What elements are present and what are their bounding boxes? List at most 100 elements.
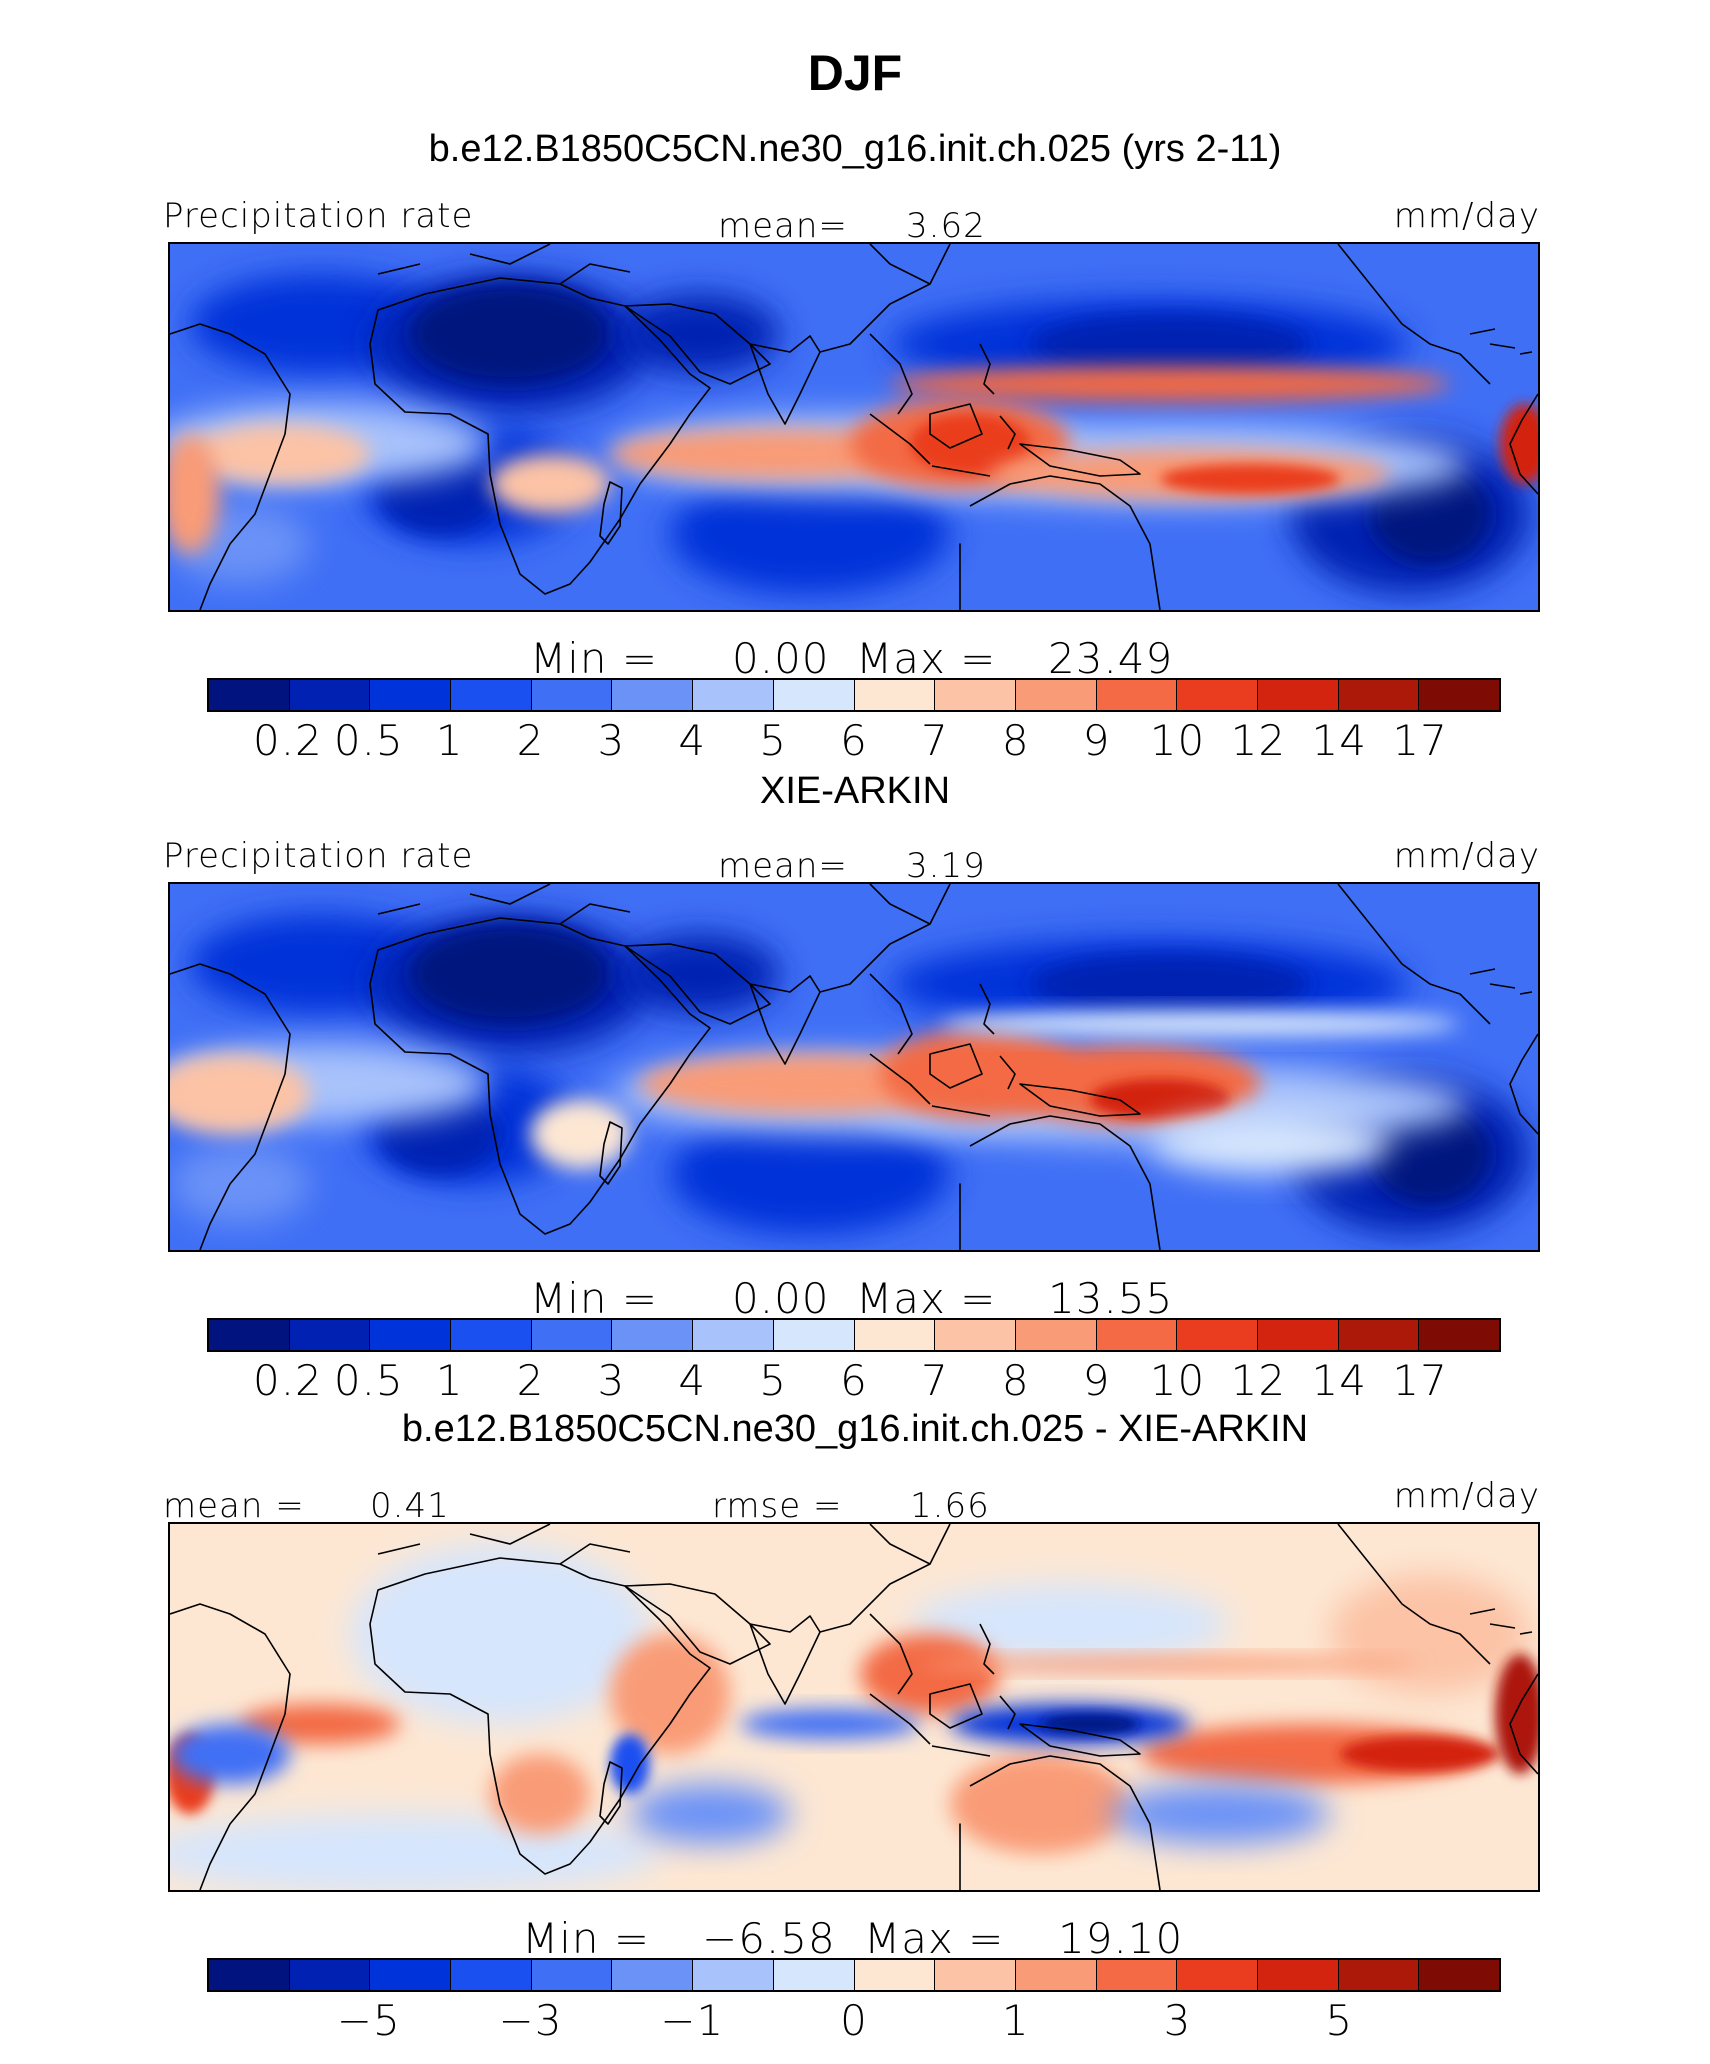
indian-dry-bias bbox=[740, 1709, 920, 1739]
panel1-min-value: 0.00 bbox=[732, 634, 830, 683]
panel1-title: b.e12.B1850C5CN.ne30_g16.init.ch.025 (yr… bbox=[428, 128, 1282, 170]
colorbar-swatch bbox=[370, 680, 452, 710]
coastlines bbox=[170, 1524, 1538, 1890]
colorbar-tick-label: 8 bbox=[1001, 1356, 1030, 1405]
panel2-mean-value: 3.19 bbox=[906, 846, 986, 886]
colorbar-tick-label: 9 bbox=[1082, 1356, 1111, 1405]
colorbar-tick-label: 0.2 bbox=[252, 716, 323, 765]
colorbar-swatch bbox=[1015, 1960, 1097, 1990]
colorbar-swatch bbox=[1338, 1320, 1420, 1350]
colorbar-tick-label: 14 bbox=[1311, 716, 1367, 765]
colorbar-swatch bbox=[935, 680, 1016, 710]
spcz-core bbox=[1160, 464, 1340, 494]
colorbar-swatch bbox=[531, 1320, 613, 1350]
east-africa-bias bbox=[610, 1634, 730, 1754]
colorbar-tick-label: 6 bbox=[840, 716, 868, 765]
pacific-itcz bbox=[940, 1010, 1460, 1038]
atlantic-itcz-bias bbox=[240, 1704, 400, 1744]
south-atlantic-moist bbox=[170, 1144, 310, 1224]
colorbar-swatch bbox=[531, 680, 613, 710]
colorbar-swatch bbox=[1419, 1960, 1499, 1990]
north-east-pacific bbox=[1330, 1574, 1530, 1694]
colorbar-swatch bbox=[370, 1320, 452, 1350]
north-pacific-core bbox=[1030, 954, 1310, 1014]
panel2-colorbar bbox=[207, 1318, 1501, 1352]
sahara-core bbox=[410, 284, 610, 384]
panel3-colorbar bbox=[207, 1958, 1501, 1992]
colorbar-tick-label: 3 bbox=[1163, 1996, 1192, 2045]
colorbar-tick-label: 5 bbox=[759, 1356, 787, 1405]
colorbar-tick-label: 17 bbox=[1392, 716, 1448, 765]
panel3-mean-label: mean = bbox=[163, 1486, 305, 1526]
colorbar-swatch bbox=[1419, 1320, 1499, 1350]
maritime-core bbox=[910, 414, 1030, 474]
colorbar-swatch bbox=[612, 1960, 694, 1990]
colorbar-swatch bbox=[1257, 1960, 1339, 1990]
south-indian-dry-bias bbox=[630, 1784, 790, 1844]
panel1-min-label: Min = bbox=[530, 634, 659, 683]
panel3-min-value: −6.58 bbox=[702, 1914, 836, 1963]
colorbar-swatch bbox=[1257, 680, 1339, 710]
panel3-min-label: Min = bbox=[522, 1914, 651, 1963]
colorbar-tick-label: 3 bbox=[597, 716, 626, 765]
colorbar-swatch bbox=[1177, 1960, 1258, 1990]
colorbar-swatch bbox=[289, 680, 371, 710]
colorbar-swatch bbox=[612, 1320, 694, 1350]
panel2-variable-label: Precipitation rate bbox=[163, 836, 474, 876]
colorbar-tick-label: 12 bbox=[1230, 716, 1287, 765]
colorbar-tick-label: 5 bbox=[1325, 1996, 1354, 2045]
south-africa-bias bbox=[490, 1754, 590, 1834]
colorbar-swatch bbox=[289, 1320, 371, 1350]
panel3-max-label: Max = bbox=[864, 1914, 1005, 1963]
colorbar-swatch bbox=[451, 1320, 532, 1350]
colorbar-swatch bbox=[289, 1960, 371, 1990]
south-america-wet bbox=[170, 434, 220, 554]
madagascar-dry-bias bbox=[610, 1734, 650, 1794]
panel1-map bbox=[168, 242, 1540, 612]
colorbar-tick-label: 10 bbox=[1149, 716, 1206, 765]
colorbar-tick-label: 0.5 bbox=[333, 1356, 404, 1405]
panel2-map bbox=[168, 882, 1540, 1252]
colorbar-swatch bbox=[209, 1960, 290, 1990]
colorbar-swatch bbox=[209, 680, 290, 710]
colorbar-swatch bbox=[1015, 1320, 1097, 1350]
colorbar-swatch bbox=[370, 1960, 452, 1990]
colorbar-swatch bbox=[451, 1960, 532, 1990]
colorbar-tick-label: 12 bbox=[1230, 1356, 1287, 1405]
panel2-min-value: 0.00 bbox=[732, 1274, 830, 1323]
south-indian-dry bbox=[670, 474, 950, 594]
panel1-variable-label: Precipitation rate bbox=[163, 196, 474, 236]
panel3-mean-value: 0.41 bbox=[370, 1486, 450, 1526]
colorbar-tick-label: −5 bbox=[336, 1996, 401, 2045]
colorbar-tick-label: 4 bbox=[678, 1356, 707, 1405]
colorbar-swatch bbox=[1338, 680, 1420, 710]
colorbar-tick-label: 17 bbox=[1392, 1356, 1448, 1405]
colorbar-swatch bbox=[1338, 1960, 1420, 1990]
andes-bias bbox=[1495, 1654, 1538, 1774]
arabia-dry bbox=[620, 294, 780, 374]
colorbar-swatch bbox=[773, 1960, 855, 1990]
colorbar-tick-label: 5 bbox=[759, 716, 787, 765]
australia-bias bbox=[950, 1754, 1130, 1854]
colorbar-tick-label: 10 bbox=[1149, 1356, 1206, 1405]
north-pacific-core bbox=[1030, 314, 1310, 374]
colorbar-tick-label: 6 bbox=[840, 1356, 868, 1405]
colorbar-tick-label: 0 bbox=[840, 1996, 868, 2045]
colorbar-swatch bbox=[1177, 1320, 1258, 1350]
page-title: DJF bbox=[807, 45, 903, 101]
colorbar-swatch bbox=[773, 680, 855, 710]
coastlines bbox=[170, 244, 1538, 610]
colorbar-swatch bbox=[1419, 680, 1499, 710]
panel2-max-label: Max = bbox=[856, 1274, 997, 1323]
colorbar-swatch bbox=[773, 1320, 855, 1350]
panel3-rmse-label: rmse = bbox=[712, 1486, 843, 1526]
colorbar-tick-label: 9 bbox=[1082, 716, 1111, 765]
amazon-wet bbox=[170, 1054, 310, 1134]
africa-near-zero bbox=[350, 1544, 650, 1724]
philippine-bias bbox=[860, 1634, 1000, 1714]
colorbar-swatch bbox=[693, 680, 774, 710]
colorbar-swatch bbox=[854, 1320, 936, 1350]
south-pacific-dry-bias bbox=[1110, 1784, 1330, 1844]
colorbar-swatch bbox=[693, 1960, 774, 1990]
colorbar-swatch bbox=[693, 1320, 774, 1350]
